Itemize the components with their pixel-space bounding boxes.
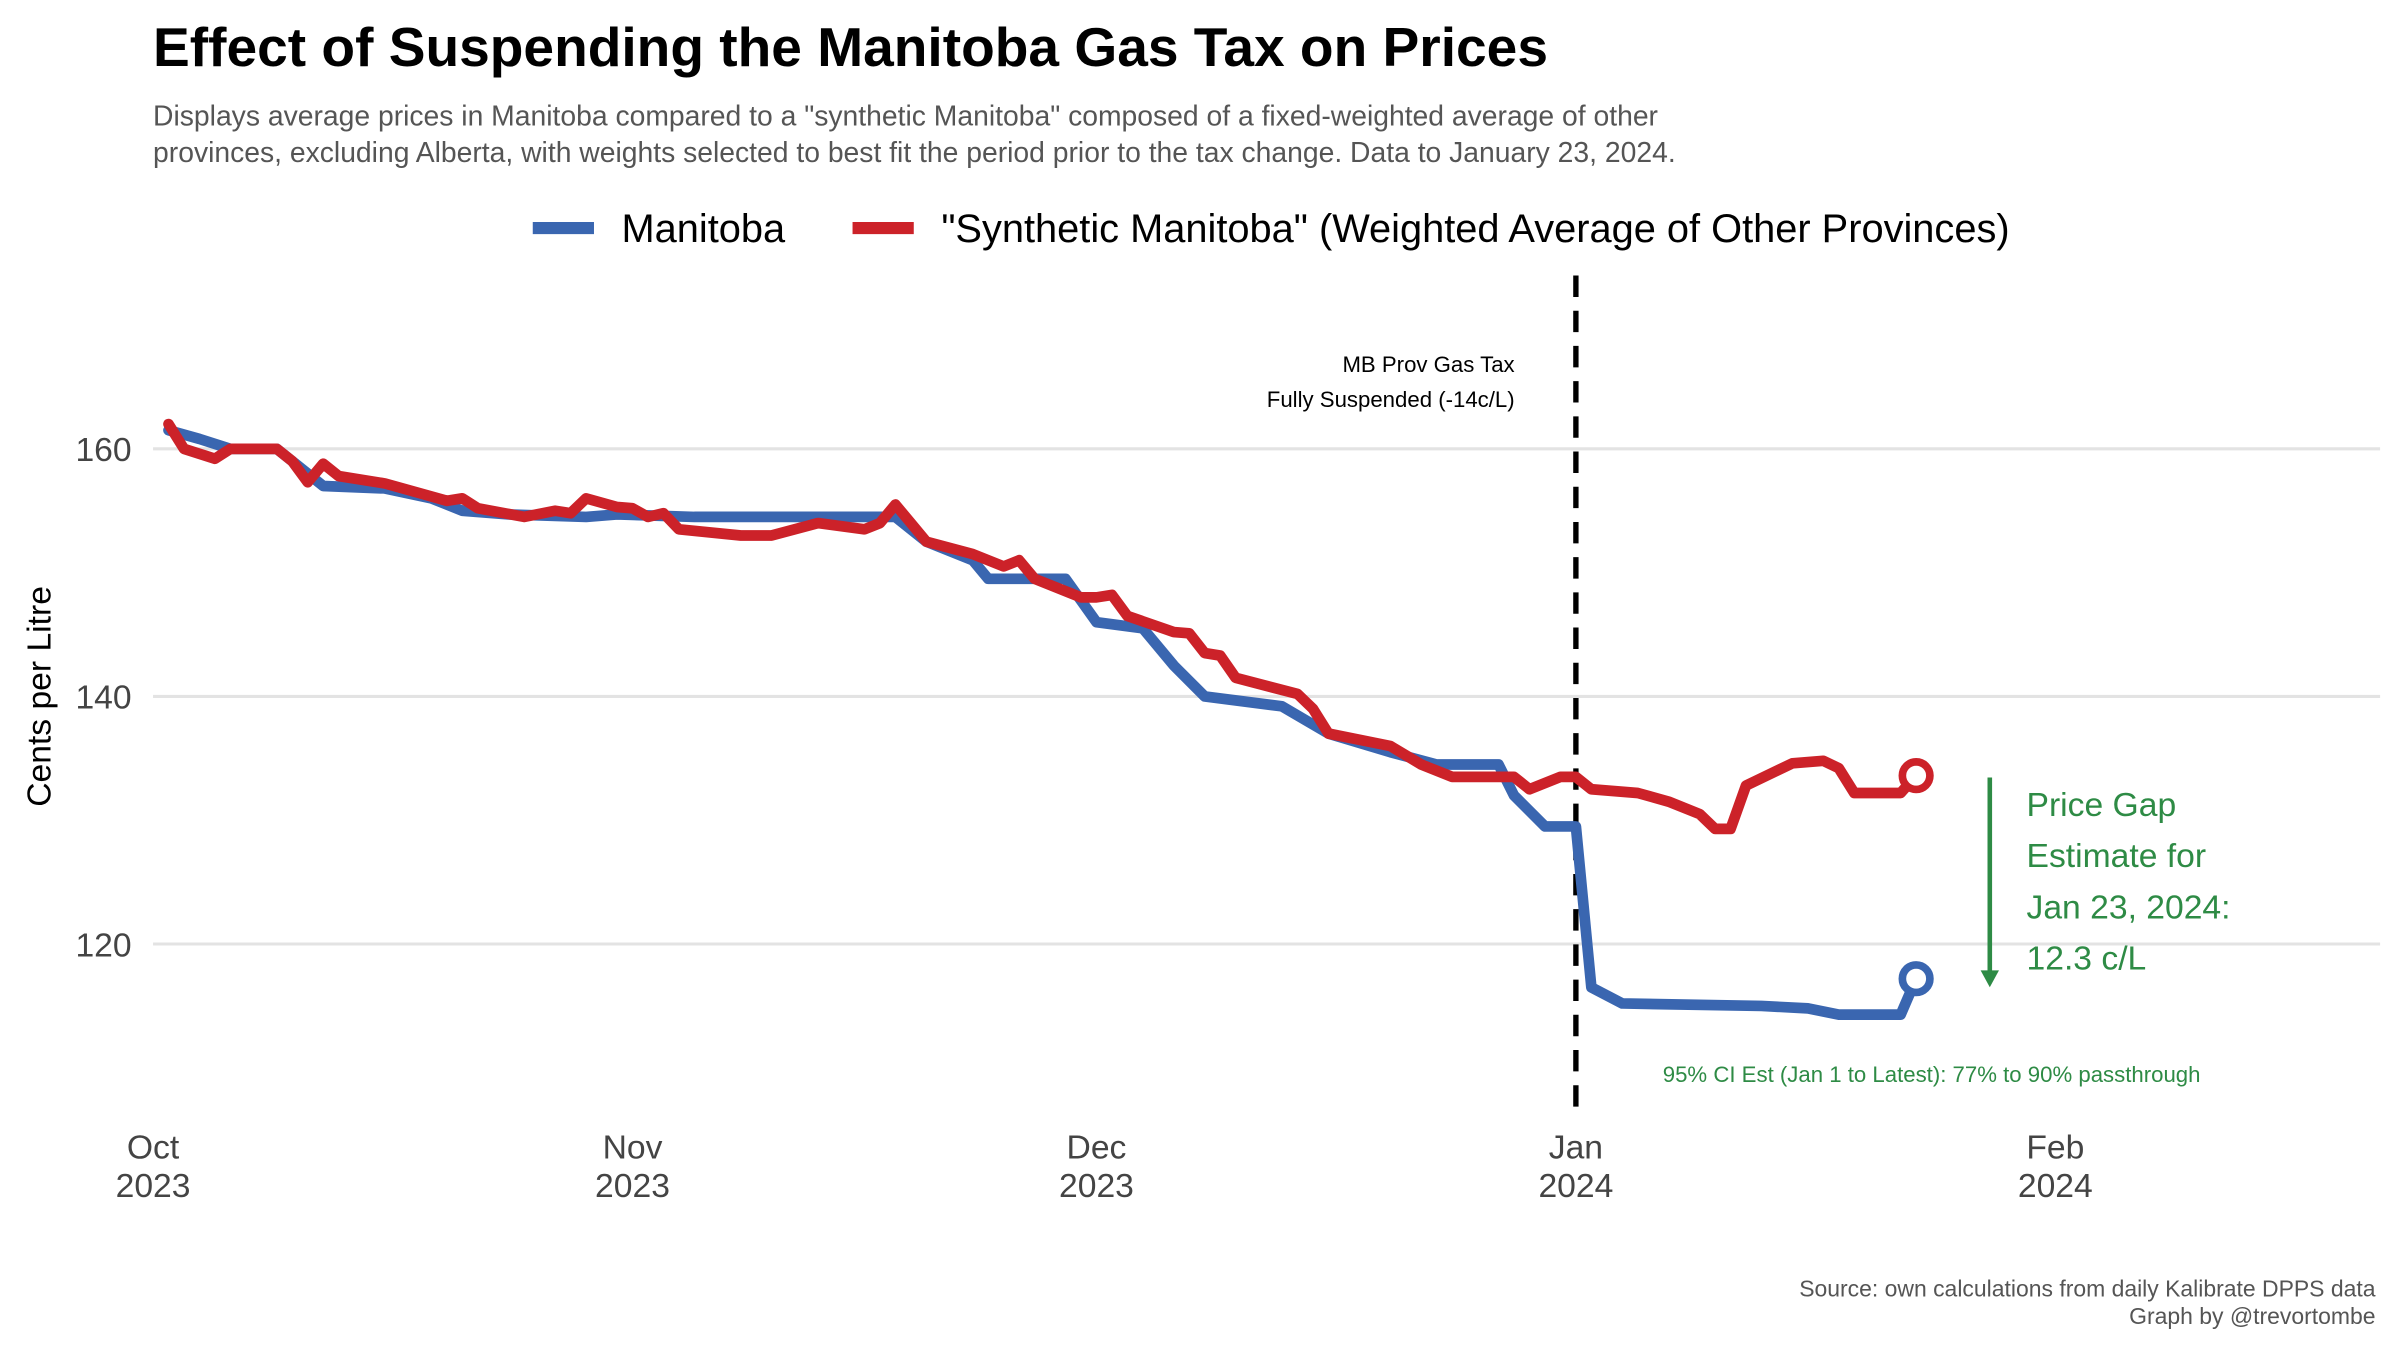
chart-title: Effect of Suspending the Manitoba Gas Ta… [153, 16, 1548, 78]
y-tick-label: 120 [75, 927, 131, 964]
event-label: Fully Suspended (-14c/L) [1267, 387, 1515, 412]
x-tick-label: Jan [1549, 1130, 1603, 1167]
x-tick-label: Nov [603, 1130, 663, 1167]
x-tick-label: 2023 [595, 1168, 670, 1205]
legend-label: Manitoba [622, 207, 787, 251]
y-tick-label: 140 [75, 680, 131, 717]
y-tick-label: 160 [75, 432, 131, 469]
event-label: MB Prov Gas Tax [1342, 352, 1514, 377]
gap-label: Price Gap [2027, 787, 2177, 824]
x-tick-label: Feb [2026, 1130, 2084, 1167]
x-tick-label: Oct [127, 1130, 180, 1167]
x-tick-label: 2023 [1059, 1168, 1134, 1205]
gap-arrowhead [1980, 970, 1999, 988]
x-tick-label: Dec [1067, 1130, 1127, 1167]
y-axis-title: Cents per Litre [22, 586, 59, 807]
legend-label: "Synthetic Manitoba" (Weighted Average o… [941, 207, 2009, 251]
endpoint-marker [1898, 961, 1934, 997]
x-tick-label: 2023 [116, 1168, 191, 1205]
source: Graph by @trevortombe [2129, 1303, 2375, 1329]
x-tick-label: 2024 [2018, 1168, 2093, 1205]
gap-label: Estimate for [2027, 838, 2207, 875]
gap-label: Jan 23, 2024: [2027, 889, 2231, 926]
subtitle: provinces, excluding Alberta, with weigh… [153, 136, 1676, 168]
x-tick-label: 2024 [1538, 1168, 1613, 1205]
gap-label: 12.3 c/L [2027, 941, 2147, 978]
ci-note: 95% CI Est (Jan 1 to Latest): 77% to 90%… [1663, 1062, 2201, 1087]
endpoint-marker [1898, 758, 1934, 794]
series-line [163, 418, 1922, 835]
subtitle: Displays average prices in Manitoba comp… [153, 100, 1658, 132]
source: Source: own calculations from daily Kali… [1799, 1275, 2376, 1301]
